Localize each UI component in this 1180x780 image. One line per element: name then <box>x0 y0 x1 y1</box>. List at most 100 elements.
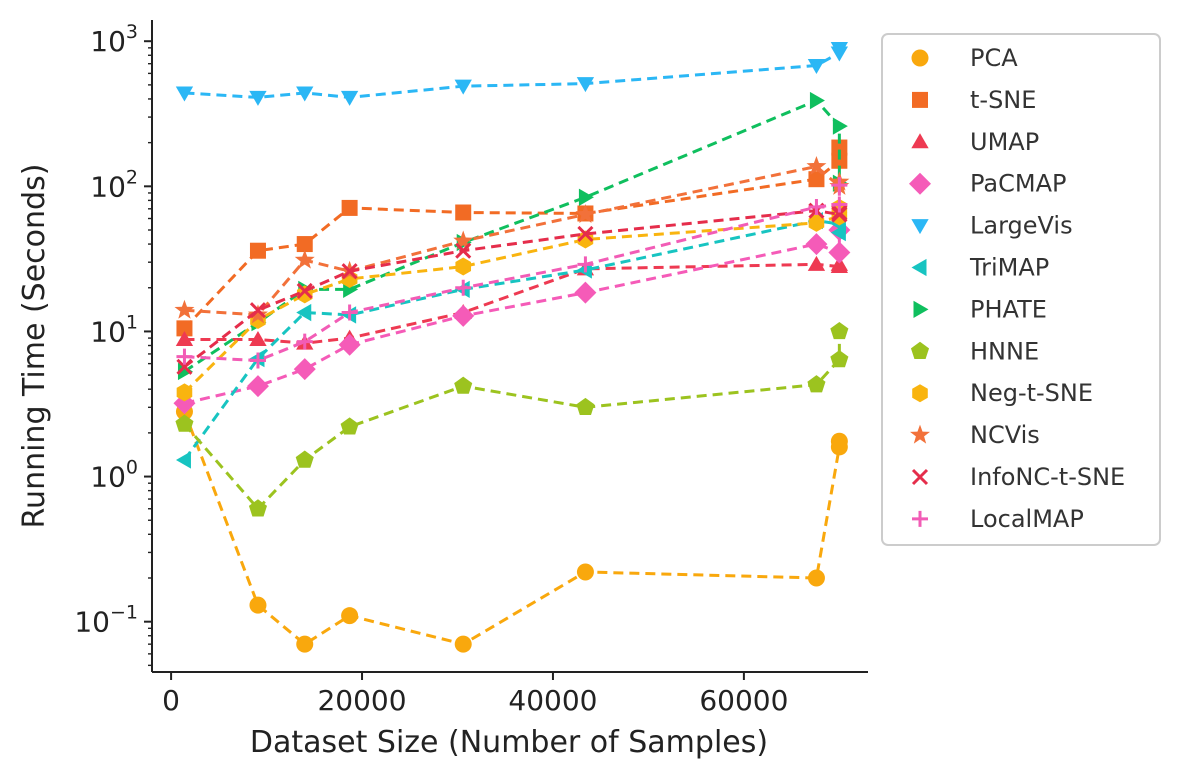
y-tick-label: 100 <box>90 457 138 494</box>
y-tick-label: 102 <box>90 166 138 203</box>
legend-marker-neg-t-sne <box>912 384 928 403</box>
data-point-pacmap <box>338 333 361 356</box>
legend-marker-phate <box>913 300 929 319</box>
data-point-phate <box>177 362 193 381</box>
data-point-infonc-t-sne <box>341 263 358 280</box>
data-point-hnne <box>340 417 359 435</box>
data-point-ncvis <box>247 304 268 324</box>
legend-label: Neg-t-SNE <box>970 379 1093 407</box>
legend-marker-largevis <box>911 219 929 235</box>
legend-label: PCA <box>970 44 1018 72</box>
data-point-largevis <box>249 90 267 106</box>
data-point-neg-t-sne <box>176 383 193 402</box>
series-line-hnne <box>183 331 841 511</box>
data-point-phate <box>832 117 848 135</box>
legend-marker-localmap <box>912 510 928 527</box>
data-point-hnne <box>830 321 849 340</box>
data-point-localmap <box>296 333 313 350</box>
data-point-largevis <box>576 77 595 93</box>
legend-item-ncvis: NCVis <box>910 421 1040 449</box>
y-tick-base: 10 <box>90 25 126 58</box>
data-point-pca <box>341 607 359 625</box>
data-point-t-sne <box>249 242 266 259</box>
legend-marker-t-sne <box>912 91 928 108</box>
data-point-trimap <box>175 451 191 469</box>
data-point-t-sne <box>808 171 825 188</box>
data-point-localmap <box>176 348 193 365</box>
legend-label: InfoNC-t-SNE <box>970 463 1125 491</box>
data-point-largevis <box>807 59 826 75</box>
data-point-infonc-t-sne <box>831 204 848 221</box>
data-point-hnne <box>807 375 826 393</box>
legend-item-neg-t-sne: Neg-t-SNE <box>912 379 1093 407</box>
data-point-pca <box>296 635 314 653</box>
data-point-largevis <box>454 79 472 95</box>
legend-item-hnne: HNNE <box>910 337 1039 365</box>
data-point-umap <box>249 331 267 346</box>
data-point-hnne <box>248 499 267 517</box>
legend-frame <box>881 33 1161 546</box>
data-point-infonc-t-sne <box>577 225 594 242</box>
data-point-t-sne <box>176 320 193 337</box>
legend-label: PHATE <box>970 295 1047 323</box>
legend-item-pca: PCA <box>911 44 1018 72</box>
data-point-hnne <box>576 397 595 415</box>
x-tick-label: 40000 <box>508 684 597 717</box>
y-tick-label: 10−1 <box>74 602 138 639</box>
legend-label: TriMAP <box>969 254 1049 282</box>
series-trimap <box>175 211 846 469</box>
data-point-t-sne <box>455 204 472 221</box>
series-line-largevis <box>184 48 841 99</box>
legend-item-phate: PHATE <box>913 295 1047 323</box>
data-point-pacmap <box>293 358 316 381</box>
data-point-localmap <box>831 196 848 213</box>
data-point-localmap <box>341 304 358 321</box>
y-tick-base: 10 <box>74 606 110 639</box>
y-axis-title: Running Time (Seconds) <box>17 164 52 529</box>
data-point-pacmap <box>452 304 475 327</box>
legend-marker-ncvis <box>910 424 930 444</box>
data-point-ncvis <box>174 299 195 319</box>
data-point-phate <box>809 91 825 110</box>
series-infonc-t-sne <box>176 202 848 375</box>
y-tick-exponent: 1 <box>126 311 138 333</box>
y-tick-exponent: 0 <box>126 457 138 479</box>
data-point-largevis <box>340 90 359 106</box>
data-point-umap <box>807 255 826 271</box>
data-point-hnne <box>830 350 849 368</box>
data-point-pca <box>576 563 594 581</box>
legend-item-localmap: LocalMAP <box>912 505 1084 533</box>
data-point-localmap <box>577 256 594 273</box>
legend-label: t-SNE <box>970 86 1036 114</box>
legend-label: LocalMAP <box>970 505 1084 533</box>
series-line-ncvis <box>184 164 841 317</box>
data-point-hnne <box>295 450 314 468</box>
data-point-phate <box>578 188 594 206</box>
data-point-localmap <box>831 177 848 194</box>
legend-item-t-sne: t-SNE <box>912 86 1036 114</box>
x-tick-label: 0 <box>162 684 180 717</box>
legend-item-infonc-t-sne: InfoNC-t-SNE <box>911 463 1125 491</box>
data-point-infonc-t-sne <box>249 302 267 319</box>
data-point-localmap <box>455 279 472 296</box>
data-point-neg-t-sne <box>455 257 472 276</box>
data-point-pacmap <box>805 233 828 256</box>
data-point-hnne <box>454 376 473 394</box>
data-point-pacmap <box>574 281 597 304</box>
data-point-neg-t-sne <box>808 213 825 232</box>
data-point-infonc-t-sne <box>455 242 472 259</box>
series-ncvis <box>174 155 850 324</box>
data-point-t-sne <box>341 199 358 216</box>
data-point-hnne <box>175 414 194 432</box>
data-point-ncvis <box>806 155 827 175</box>
data-point-trimap <box>830 223 846 242</box>
y-tick-exponent: 3 <box>126 21 138 43</box>
data-point-t-sne <box>296 236 313 253</box>
series-line-phate <box>183 98 841 373</box>
series-layer <box>173 42 851 653</box>
legend-label: PaCMAP <box>970 170 1066 198</box>
y-tick-base: 10 <box>90 461 126 494</box>
data-point-localmap <box>249 352 266 369</box>
data-point-pca <box>830 432 848 450</box>
